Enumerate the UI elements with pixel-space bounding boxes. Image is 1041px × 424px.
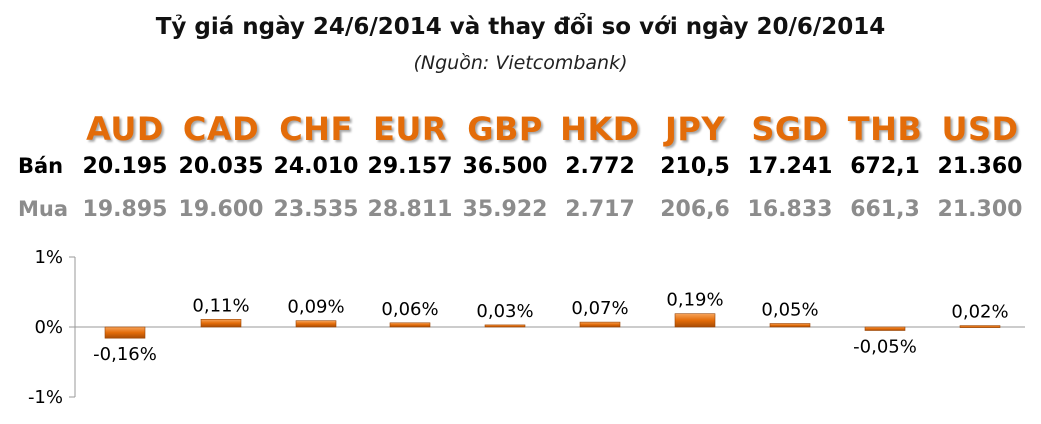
ban-rate-cad: 20.035 — [178, 154, 264, 179]
mua-rate-cad: 19.600 — [178, 197, 264, 222]
currency-code-cad: CAD — [182, 110, 260, 148]
data-label-usd: 0,02% — [951, 302, 1008, 323]
mua-rate-eur: 28.811 — [367, 197, 453, 222]
data-label-hkd: 0,07% — [571, 298, 628, 319]
currency-code-aud: AUD — [86, 110, 164, 148]
mua-rate-jpy: 206,6 — [660, 197, 730, 222]
currency-code-sgd: SGD — [751, 110, 829, 148]
chart-title: Tỷ giá ngày 24/6/2014 và thay đổi so với… — [155, 14, 886, 40]
mua-rate-gbp: 35.922 — [462, 197, 548, 222]
chart-subtitle: (Nguồn: Vietcombank) — [413, 52, 628, 74]
data-label-aud: -0,16% — [93, 344, 157, 365]
mua-rate-sgd: 16.833 — [747, 197, 833, 222]
mua-rate-aud: 19.895 — [82, 197, 168, 222]
data-label-chf: 0,09% — [287, 297, 344, 318]
ban-rate-jpy: 210,5 — [660, 154, 730, 179]
bar-hkd — [579, 321, 621, 328]
bar-jpy — [674, 313, 716, 328]
bar-sgd — [769, 323, 811, 328]
mua-row-label: Mua — [18, 197, 69, 221]
y-tick-label: 1% — [34, 247, 63, 268]
mua-rate-usd: 21.300 — [937, 197, 1023, 222]
bar-cad — [200, 319, 242, 328]
data-label-jpy: 0,19% — [666, 290, 723, 311]
change-bar-chart: 1% 0% -1% -0,16% 0,11% 0,09% 0,06% 0,03% 0,07% 0,… — [28, 247, 1025, 408]
mua-rate-thb: 661,3 — [850, 197, 920, 222]
currency-code-usd: USD — [941, 110, 1019, 148]
data-label-eur: 0,06% — [381, 299, 438, 320]
bar-eur — [389, 322, 431, 328]
ban-rate-usd: 21.360 — [937, 154, 1023, 179]
mua-rate-chf: 23.535 — [273, 197, 359, 222]
data-label-sgd: 0,05% — [761, 300, 818, 321]
ban-rate-gbp: 36.500 — [462, 154, 548, 179]
mua-rate-hkd: 2.717 — [565, 197, 635, 222]
currency-code-hkd: HKD — [560, 110, 640, 148]
data-label-gbp: 0,03% — [476, 301, 533, 322]
currency-code-jpy: JPY — [664, 110, 726, 148]
ban-row-label: Bán — [18, 154, 64, 178]
currency-code-chf: CHF — [279, 110, 353, 148]
currency-code-eur: EUR — [373, 110, 447, 148]
data-label-cad: 0,11% — [192, 295, 249, 316]
bar-aud — [104, 326, 146, 339]
ban-rate-thb: 672,1 — [850, 154, 920, 179]
currency-code-thb: THB — [847, 110, 923, 148]
bar-gbp — [484, 324, 526, 328]
data-label-thb: -0,05% — [853, 337, 917, 358]
ban-rate-sgd: 17.241 — [747, 154, 833, 179]
bar-chf — [295, 320, 337, 328]
bar-thb — [864, 326, 906, 331]
y-tick-label: 0% — [34, 317, 63, 338]
ban-rate-hkd: 2.772 — [565, 154, 635, 179]
ban-rate-eur: 29.157 — [367, 154, 453, 179]
currency-code-gbp: GBP — [467, 110, 543, 148]
y-tick-label: -1% — [28, 387, 63, 408]
bar-usd — [959, 325, 1001, 328]
ban-rate-chf: 24.010 — [273, 154, 359, 179]
ban-rate-aud: 20.195 — [82, 154, 168, 179]
